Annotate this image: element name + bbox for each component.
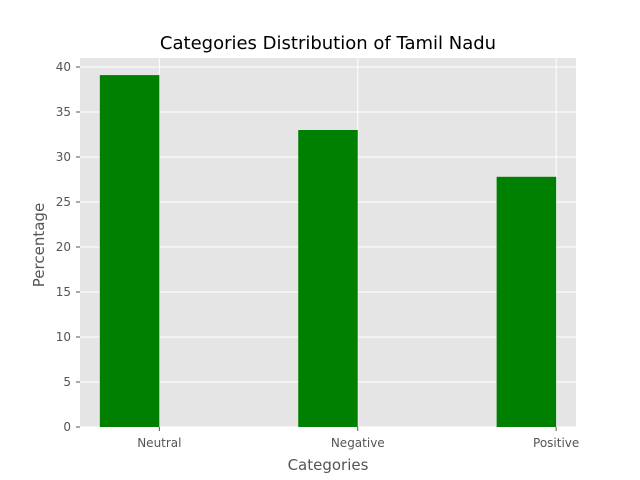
bars [99, 75, 557, 427]
y-tick-label: 20 [56, 240, 71, 254]
x-tick-label: Negative [331, 436, 385, 450]
y-tick-label: 35 [56, 105, 71, 119]
y-tick-label: 15 [56, 285, 71, 299]
y-tick-label: 40 [56, 60, 71, 74]
x-tick-label: Neutral [137, 436, 181, 450]
x-axis-label: Categories [288, 456, 369, 474]
axis-ticks: 0 5 10 15 20 25 30 35 40 Neutral Negative Positive [56, 60, 580, 450]
y-tick-label: 30 [56, 150, 71, 164]
y-tick-label: 10 [56, 330, 71, 344]
y-tick-label: 0 [63, 420, 71, 434]
y-axis-label: Percentage [30, 203, 48, 287]
x-tick-label: Positive [533, 436, 579, 450]
bar-negative [298, 130, 358, 427]
chart-title: Categories Distribution of Tamil Nadu [160, 33, 496, 54]
bar-positive [496, 176, 557, 427]
bar-neutral [99, 75, 160, 427]
y-tick-label: 5 [63, 375, 71, 389]
y-tick-label: 25 [56, 195, 71, 209]
